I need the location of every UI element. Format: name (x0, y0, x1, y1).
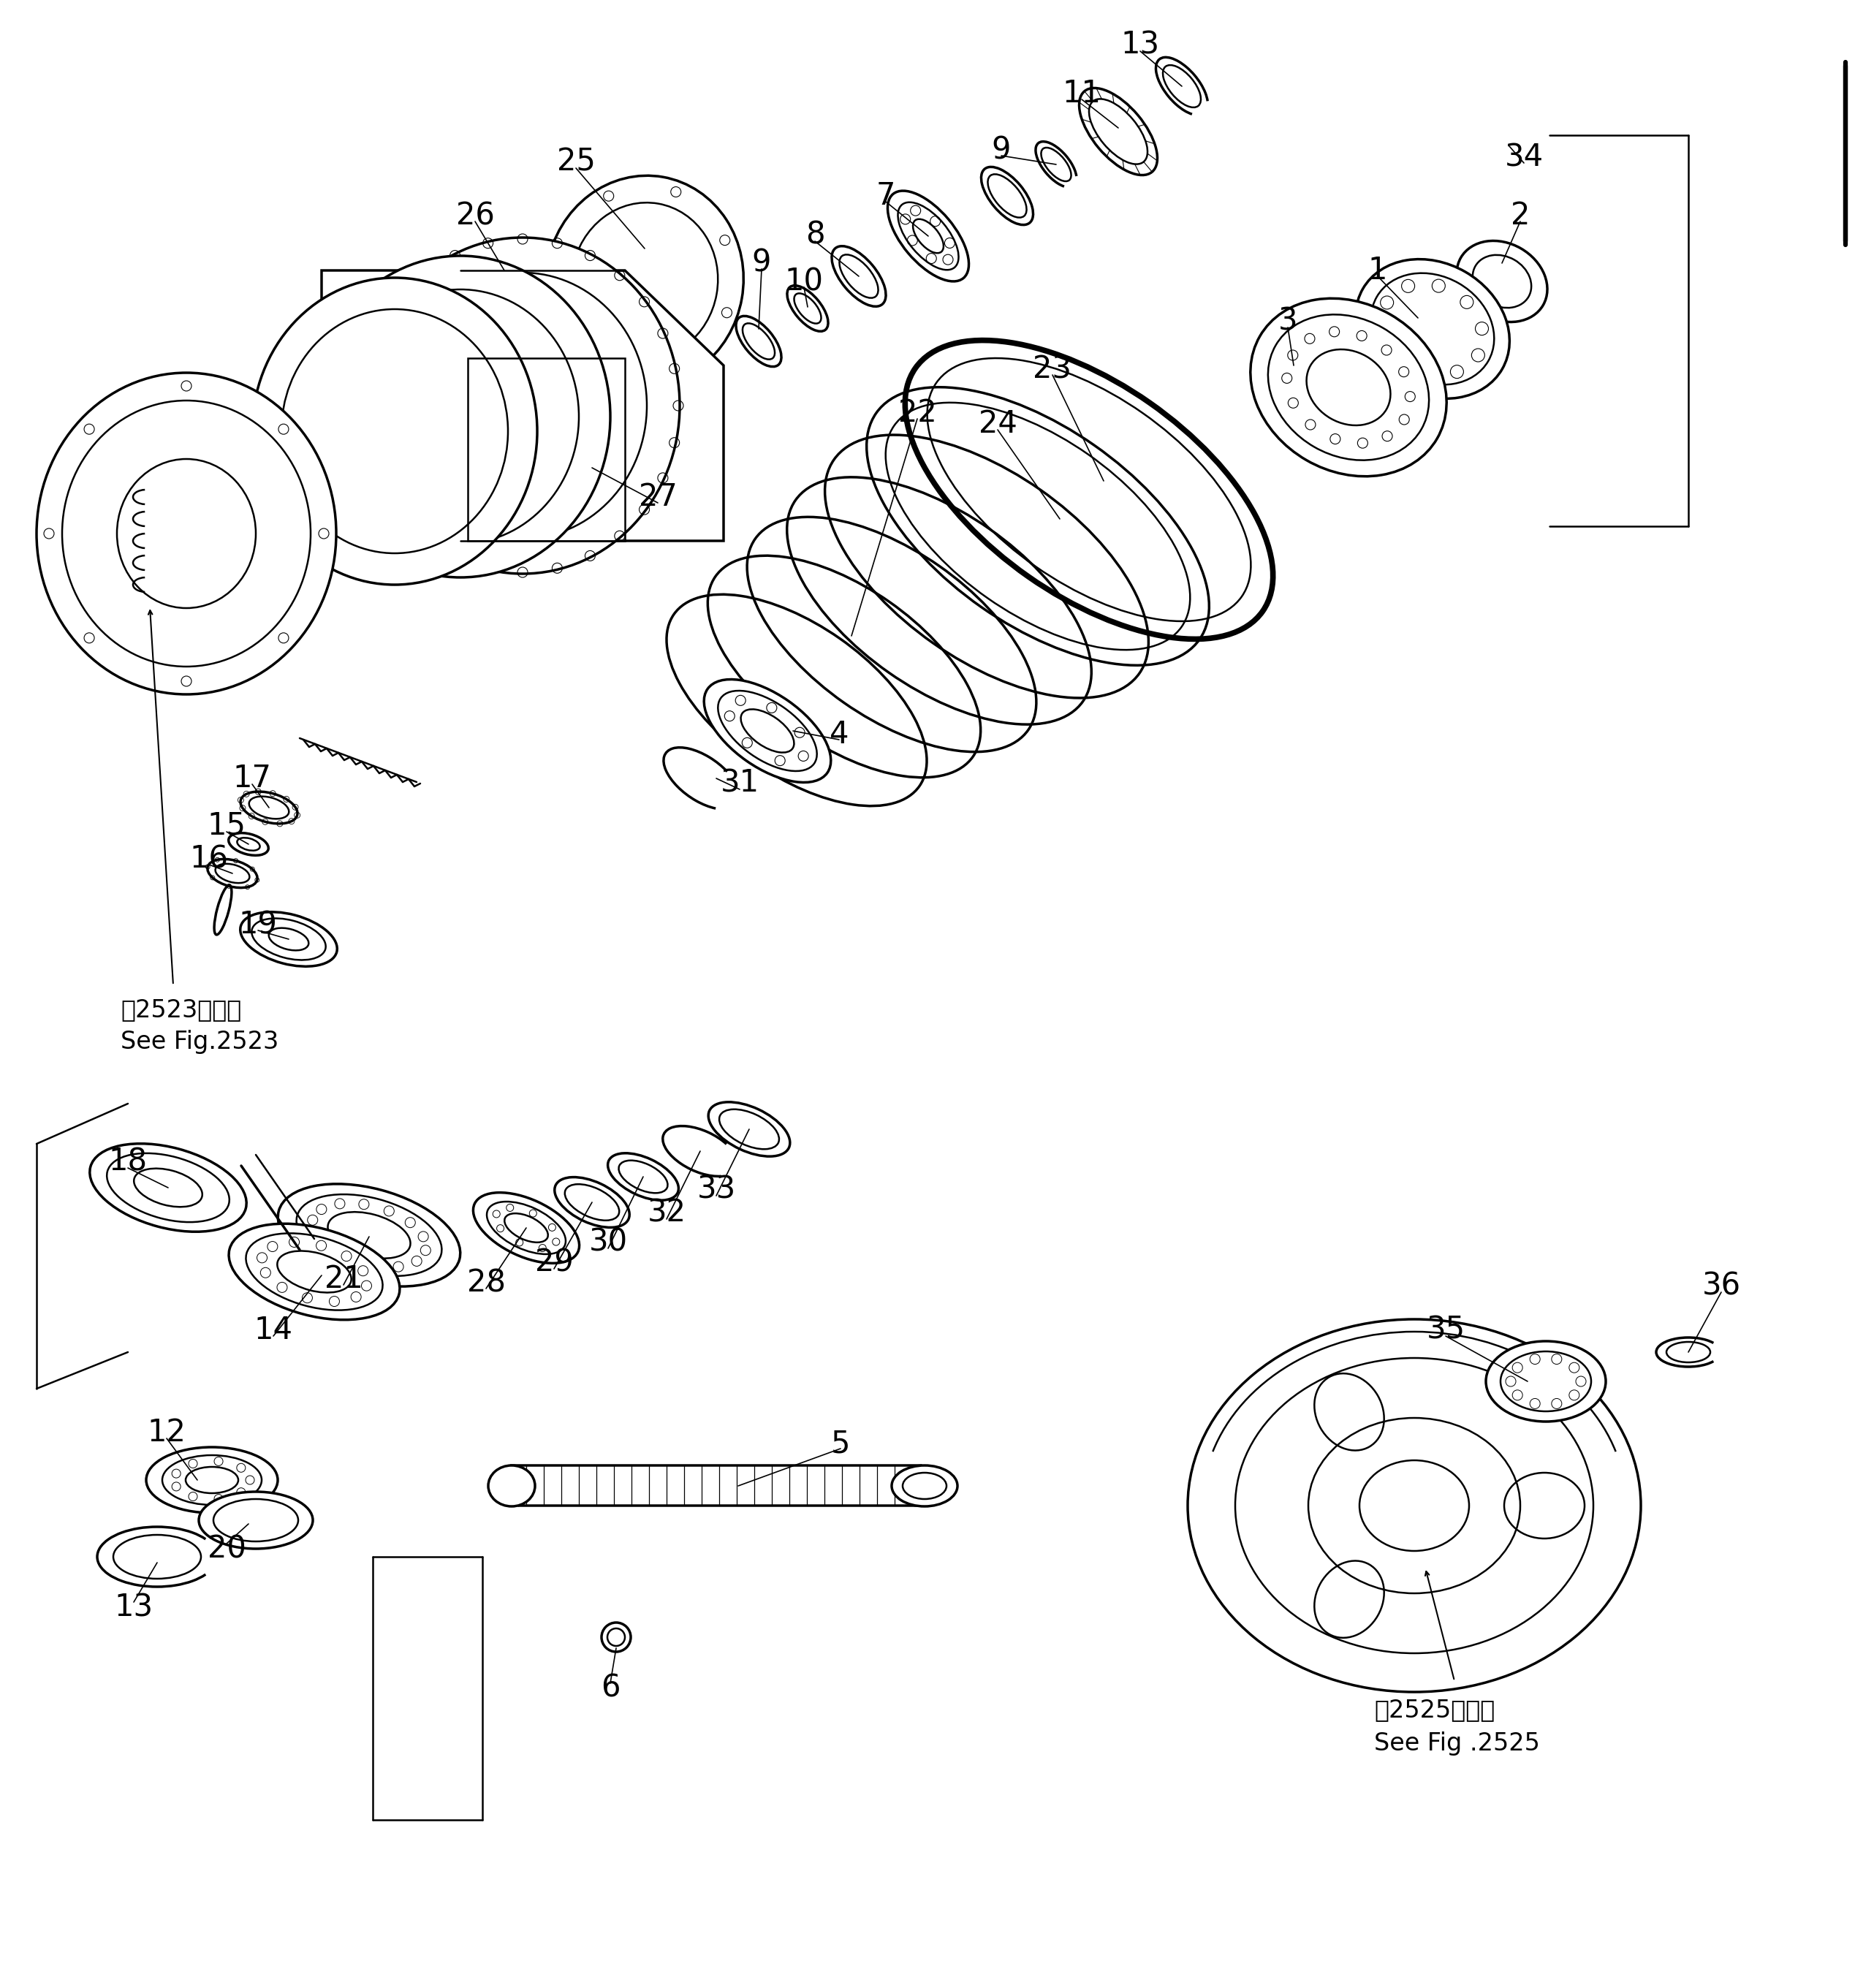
Ellipse shape (311, 256, 611, 577)
Text: 10: 10 (785, 266, 823, 296)
Ellipse shape (1188, 1320, 1642, 1692)
Text: 2: 2 (1510, 201, 1529, 231)
Text: 26: 26 (455, 201, 495, 231)
Text: 6: 6 (600, 1674, 620, 1704)
Text: 33: 33 (697, 1175, 736, 1205)
Text: 第2525図参照: 第2525図参照 (1374, 1698, 1495, 1722)
Text: 14: 14 (255, 1314, 292, 1346)
Text: 28: 28 (467, 1268, 506, 1298)
Text: 32: 32 (647, 1199, 686, 1229)
Ellipse shape (1079, 87, 1158, 175)
Ellipse shape (229, 1225, 399, 1320)
Text: 21: 21 (324, 1264, 364, 1294)
Text: 9: 9 (751, 248, 772, 278)
Text: 9: 9 (991, 135, 1010, 165)
Polygon shape (322, 270, 723, 541)
Text: 4: 4 (830, 720, 849, 749)
Ellipse shape (888, 191, 969, 282)
Text: 34: 34 (1505, 141, 1544, 173)
Text: 16: 16 (189, 843, 229, 875)
Text: 13: 13 (114, 1592, 154, 1624)
Ellipse shape (146, 1447, 277, 1513)
Ellipse shape (277, 1185, 461, 1286)
Ellipse shape (90, 1143, 247, 1233)
Text: 29: 29 (534, 1248, 573, 1278)
Polygon shape (512, 1465, 928, 1505)
Text: 22: 22 (898, 398, 937, 427)
Text: 17: 17 (232, 763, 272, 793)
Text: 15: 15 (208, 811, 245, 841)
Text: 23: 23 (1033, 354, 1072, 384)
Text: 5: 5 (830, 1427, 851, 1459)
Text: See Fig.2523: See Fig.2523 (120, 1030, 279, 1054)
Ellipse shape (892, 1465, 958, 1507)
Text: 7: 7 (877, 181, 896, 211)
Text: 27: 27 (639, 481, 677, 513)
Ellipse shape (489, 1465, 534, 1507)
Ellipse shape (1250, 298, 1447, 477)
Text: 24: 24 (978, 410, 1018, 439)
Text: 19: 19 (238, 909, 277, 940)
Ellipse shape (1486, 1342, 1606, 1421)
Text: 12: 12 (148, 1417, 186, 1447)
Ellipse shape (37, 374, 335, 694)
Text: See Fig .2525: See Fig .2525 (1374, 1732, 1540, 1755)
Text: 31: 31 (720, 767, 759, 799)
Text: 11: 11 (1063, 78, 1102, 109)
Ellipse shape (240, 791, 298, 823)
Ellipse shape (474, 1193, 579, 1262)
Text: 1: 1 (1368, 254, 1387, 286)
Text: 20: 20 (208, 1535, 245, 1565)
Ellipse shape (705, 680, 830, 783)
Text: 第2523図参照: 第2523図参照 (120, 998, 242, 1022)
Text: 18: 18 (109, 1147, 148, 1177)
Text: 30: 30 (588, 1227, 628, 1258)
Ellipse shape (1355, 258, 1510, 400)
Text: 35: 35 (1426, 1314, 1465, 1346)
Text: 36: 36 (1702, 1270, 1741, 1302)
Ellipse shape (365, 237, 680, 575)
Text: 25: 25 (557, 147, 596, 177)
Text: 3: 3 (1278, 306, 1297, 336)
Ellipse shape (208, 859, 257, 889)
Ellipse shape (199, 1491, 313, 1549)
Ellipse shape (253, 278, 538, 584)
Text: 13: 13 (1121, 30, 1160, 62)
Text: 8: 8 (806, 221, 825, 250)
Ellipse shape (240, 912, 337, 966)
